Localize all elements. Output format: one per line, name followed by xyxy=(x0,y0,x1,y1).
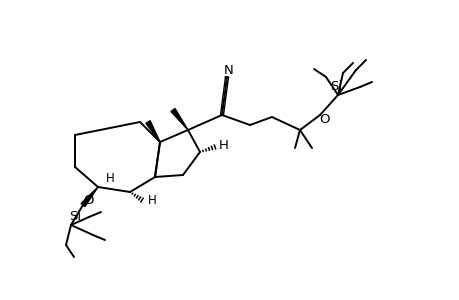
Polygon shape xyxy=(146,121,160,142)
Text: Si: Si xyxy=(329,80,341,92)
Text: O: O xyxy=(84,194,94,208)
Text: H: H xyxy=(218,139,229,152)
Text: Si: Si xyxy=(69,211,81,224)
Text: H: H xyxy=(106,172,114,185)
Text: O: O xyxy=(319,112,330,125)
Polygon shape xyxy=(81,187,98,207)
Text: H: H xyxy=(147,194,156,206)
Polygon shape xyxy=(171,109,188,130)
Text: N: N xyxy=(224,64,233,76)
